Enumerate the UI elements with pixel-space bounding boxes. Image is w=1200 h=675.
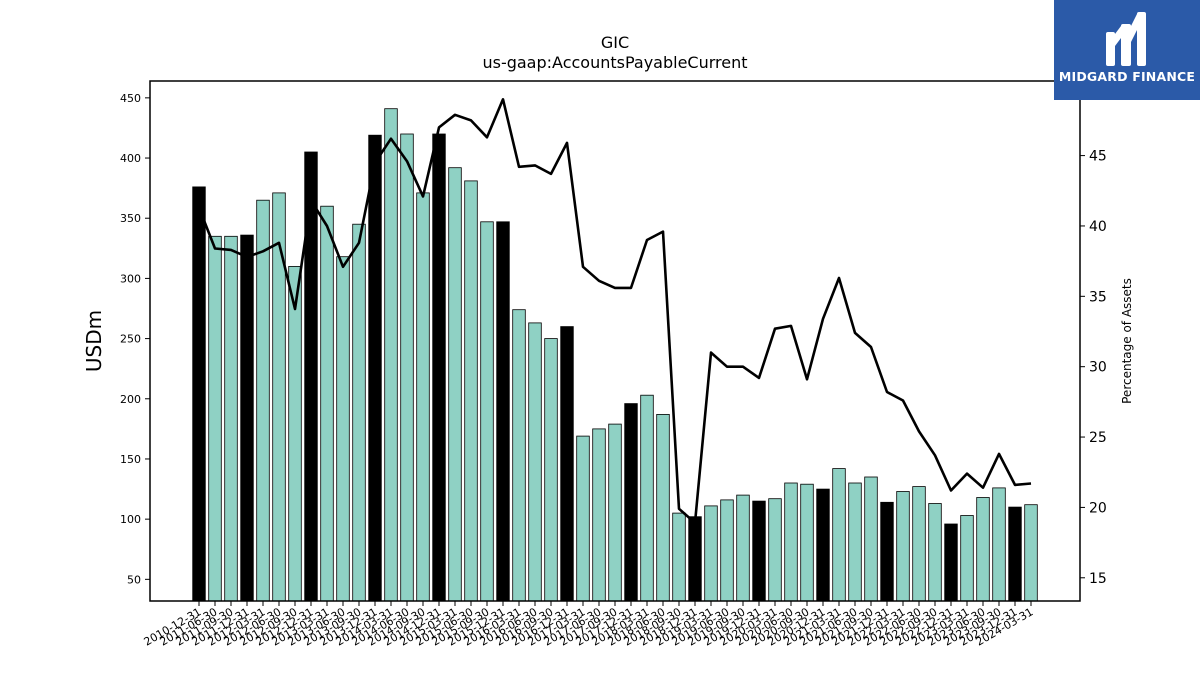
y2-tick-label: 35 xyxy=(1089,289,1107,305)
y2-axis-label: Percentage of Assets xyxy=(1120,278,1134,404)
bar-annual xyxy=(688,516,702,602)
bar-quarterly xyxy=(224,235,238,602)
y-tick-label: 450 xyxy=(120,92,141,105)
bar-quarterly xyxy=(768,498,782,602)
bar-annual xyxy=(368,134,382,602)
bar-quarterly xyxy=(352,223,366,602)
bar-quarterly xyxy=(992,487,1006,602)
bar-quarterly xyxy=(608,423,622,602)
bar-annual xyxy=(560,326,574,602)
bar-annual xyxy=(880,501,894,602)
bars-layer xyxy=(192,108,1038,602)
brand-name: MIDGARD FINANCE xyxy=(1058,69,1196,84)
bar-quarterly xyxy=(656,413,670,602)
y-tick-label: 200 xyxy=(120,393,141,406)
bar-quarterly xyxy=(384,108,398,602)
bar-quarterly xyxy=(800,483,814,602)
bar-quarterly xyxy=(1024,504,1038,602)
bar-quarterly xyxy=(288,265,302,602)
bar-quarterly xyxy=(736,494,750,602)
y2-tick-label: 25 xyxy=(1089,430,1107,446)
bar-quarterly xyxy=(960,515,974,602)
bar-quarterly xyxy=(320,205,334,602)
bar-annual xyxy=(240,234,254,602)
bar-quarterly xyxy=(864,476,878,602)
bar-quarterly xyxy=(928,503,942,602)
y2-tick-label: 20 xyxy=(1089,500,1107,516)
bar-quarterly xyxy=(832,468,846,602)
bar-annual xyxy=(624,403,638,602)
bar-quarterly xyxy=(512,309,526,602)
y-tick-label: 250 xyxy=(120,333,141,346)
bar-quarterly xyxy=(464,180,478,602)
y-tick-label: 350 xyxy=(120,212,141,225)
bar-quarterly xyxy=(416,192,430,602)
pct-assets-line xyxy=(197,98,1032,525)
bar-quarterly xyxy=(912,486,926,602)
chart-subtitle: us-gaap:AccountsPayableCurrent xyxy=(482,53,747,72)
bar-quarterly xyxy=(976,497,990,602)
bar-annual xyxy=(304,151,318,602)
bar-quarterly xyxy=(528,322,542,602)
y-tick-label: 100 xyxy=(120,513,141,526)
y-tick-label: 400 xyxy=(120,152,141,165)
bar-quarterly xyxy=(544,338,558,602)
bar-quarterly xyxy=(256,199,270,602)
y2-tick-label: 30 xyxy=(1089,360,1107,376)
y-axis-label: USDm xyxy=(82,310,106,372)
bar-quarterly xyxy=(704,505,718,602)
bar-annual xyxy=(816,488,830,602)
bar-quarterly xyxy=(720,499,734,602)
bar-quarterly xyxy=(480,221,494,602)
bar-quarterly xyxy=(272,192,286,602)
bar-annual xyxy=(1008,506,1022,602)
y2-tick-label: 45 xyxy=(1089,149,1107,165)
bar-annual xyxy=(432,133,446,602)
bar-quarterly xyxy=(208,235,222,602)
bar-quarterly xyxy=(448,167,462,602)
bar-quarterly xyxy=(848,482,862,602)
bar-annual xyxy=(752,500,766,602)
bar-annual xyxy=(944,523,958,602)
bar-quarterly xyxy=(400,133,414,602)
line-layer xyxy=(197,98,1032,525)
axes-layer: 50 100 150 200 250 300 350 400 450 15 20 25 30 35 40 45… xyxy=(120,80,1107,649)
chart-title: GIC xyxy=(601,33,629,52)
bar-quarterly xyxy=(640,394,654,602)
y2-tick-label: 40 xyxy=(1089,219,1107,235)
bar-quarterly xyxy=(672,512,686,602)
y2-tick-label: 15 xyxy=(1089,571,1107,587)
y-tick-label: 300 xyxy=(120,272,141,285)
brand-logo: MIDGARD FINANCE xyxy=(1054,0,1200,100)
bar-annual xyxy=(496,221,510,602)
bar-quarterly xyxy=(592,428,606,602)
bar-quarterly xyxy=(896,491,910,602)
bar-annual xyxy=(192,186,206,602)
y-tick-label: 150 xyxy=(120,453,141,466)
y-tick-label: 50 xyxy=(127,573,141,586)
bar-quarterly xyxy=(576,435,590,602)
bar-quarterly xyxy=(784,482,798,602)
bar-quarterly xyxy=(336,256,350,602)
logo-mark-icon xyxy=(1106,12,1146,66)
